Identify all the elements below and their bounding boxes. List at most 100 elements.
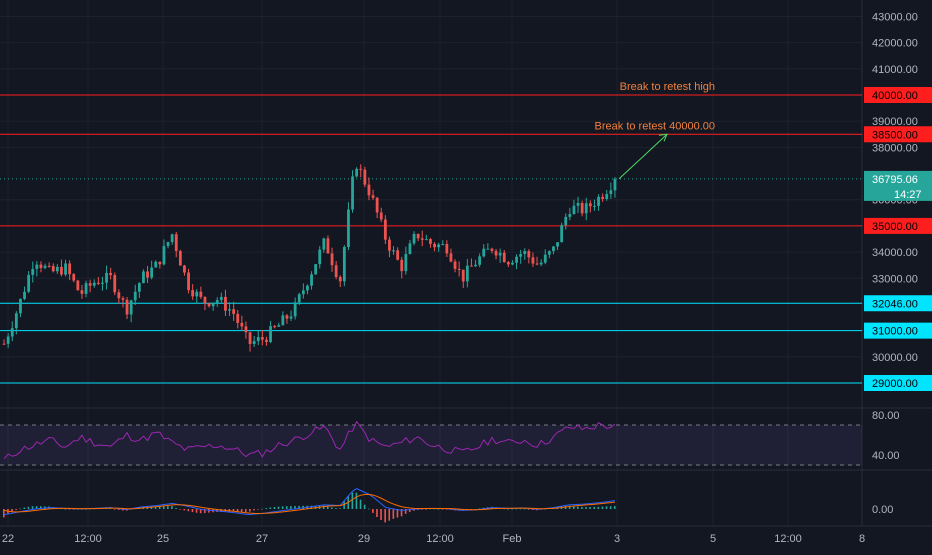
candle-body	[490, 248, 494, 251]
candle-body	[31, 268, 35, 275]
candle-body	[371, 195, 375, 198]
candle-body	[547, 251, 551, 255]
level-price-tag	[864, 375, 932, 391]
candle-body	[433, 243, 436, 248]
macd-histogram-bar	[11, 509, 13, 512]
candle-body	[84, 283, 88, 294]
macd-histogram-bar	[285, 506, 288, 509]
candle-body	[96, 282, 100, 284]
rsi-band	[0, 425, 862, 465]
annotations: Break to retest high Break to retest 4000…	[595, 81, 715, 180]
candle-body	[260, 337, 264, 340]
candle-body	[269, 326, 272, 342]
candle-body	[527, 251, 531, 258]
macd-histogram-bar	[396, 509, 399, 518]
candle-body	[543, 254, 547, 263]
candle-body	[207, 303, 211, 307]
candle-body	[326, 238, 330, 254]
macd-histogram-bar	[601, 506, 604, 509]
candle-body	[92, 282, 96, 286]
macd-histogram-bar	[331, 507, 333, 509]
macd-histogram-bar	[593, 506, 596, 509]
candle-body	[14, 313, 18, 329]
macd-histogram-bar	[605, 506, 608, 509]
time-tick-label: 12:00	[426, 533, 454, 545]
candle-body	[244, 326, 248, 333]
candle-body	[511, 262, 514, 265]
candle-body	[367, 184, 371, 196]
candle-body	[351, 176, 354, 210]
price-tick-label: 38000.00	[872, 142, 918, 154]
candle-countdown-label: 14:27	[894, 189, 922, 201]
macd-histogram-bar	[429, 508, 432, 510]
macd-histogram-bar	[232, 509, 235, 512]
candle-body	[416, 233, 420, 239]
annotation-text: Break to retest 40000.00	[595, 120, 715, 132]
macd-histogram-bar	[445, 509, 448, 510]
candle-body	[178, 250, 182, 266]
level-price-label: 32046.00	[872, 298, 918, 310]
price-tick-label: 33000.00	[872, 273, 918, 285]
candle-body	[437, 244, 441, 248]
candle-body	[568, 214, 572, 217]
candle-body	[101, 282, 104, 284]
signal-line	[3, 493, 616, 514]
macd-histogram-bar	[437, 508, 440, 510]
time-tick-label: 29	[358, 533, 370, 545]
candle-body	[457, 268, 461, 270]
time-tick-label: 3	[614, 533, 620, 545]
candle-body	[219, 296, 223, 301]
macd-histogram-bar	[23, 507, 26, 509]
candle-body	[232, 309, 236, 314]
macd-histogram-bar	[585, 507, 587, 509]
macd-histogram-bar	[228, 509, 231, 512]
level-price-tag	[864, 217, 932, 234]
macd-histogram-bar	[158, 506, 161, 509]
macd-histogram-bar	[322, 505, 325, 509]
price-tick-label: 41000.00	[872, 64, 918, 76]
macd-histogram-bar	[417, 509, 419, 510]
time-axis[interactable]: 22 12:00 25 27 29 12:00 Feb 3 5 12:00 8	[2, 533, 865, 545]
candle-body	[613, 178, 617, 191]
candle-body	[150, 267, 154, 278]
candle-body	[449, 253, 453, 262]
arrow-head	[658, 133, 668, 142]
level-price-label: 31000.00	[872, 326, 918, 338]
rsi-panel	[0, 420, 862, 466]
macd-histogram-bar	[351, 492, 354, 509]
macd-histogram-bar	[581, 506, 583, 509]
price-axis[interactable]: 43000.00 42000.00 41000.00 39000.00 38000.00…	[864, 11, 932, 516]
candle-body	[535, 263, 539, 265]
candle-body	[19, 298, 22, 314]
candle-body	[396, 250, 400, 260]
candle-body	[39, 264, 43, 268]
candle-body	[375, 197, 379, 213]
macd-histogram-bar	[507, 508, 509, 510]
candle-body	[195, 291, 199, 297]
candle-body	[429, 239, 432, 244]
candle-body	[224, 296, 227, 311]
macd-histogram-bar	[249, 509, 251, 512]
price-tick-label: 30000.00	[872, 352, 918, 364]
candle-body	[281, 315, 285, 326]
macd-histogram-bar	[179, 509, 181, 510]
candle-body	[76, 280, 80, 291]
macd-histogram-bar	[240, 509, 243, 512]
candle-body	[388, 239, 391, 251]
candle-body	[347, 209, 350, 248]
candle-body	[228, 309, 231, 311]
candle-body	[515, 256, 518, 263]
macd-histogram-bar	[404, 509, 407, 514]
macd-histogram-bar	[277, 506, 280, 509]
grid	[0, 0, 932, 527]
candle-body	[523, 251, 527, 254]
macd-histogram-bar	[298, 505, 300, 509]
candle-body	[60, 266, 63, 275]
macd-histogram-bar	[64, 508, 67, 510]
candle-body	[314, 264, 318, 275]
macd-histogram-bar	[310, 505, 313, 509]
level-price-label: 29000.00	[872, 378, 918, 390]
candle-body	[55, 266, 59, 272]
